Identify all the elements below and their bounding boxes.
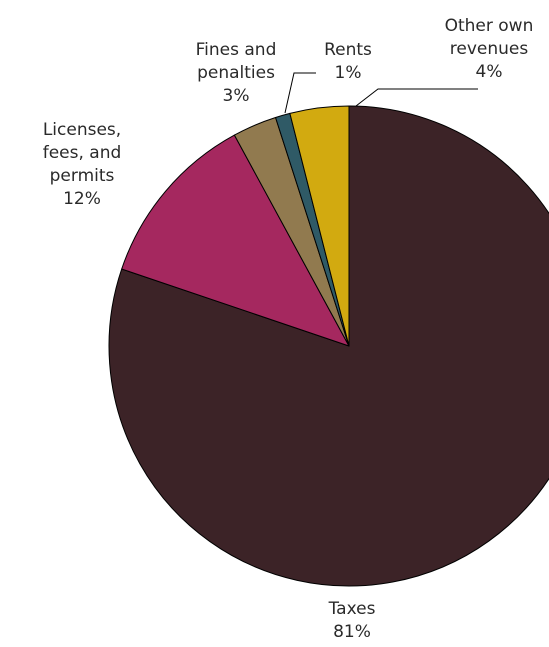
slice-name-label-4: revenues — [450, 39, 529, 59]
leader-line-4 — [355, 88, 478, 107]
pie-slice-1 — [121, 134, 350, 347]
slice-name-label-1: permits — [50, 166, 115, 186]
slice-labels: Taxes 81% Licenses, fees, and permits 12% Fine… — [43, 16, 534, 642]
slice-percent-label-3: 1% — [335, 63, 362, 83]
slice-percent-label-2: 3% — [223, 86, 250, 106]
slice-name-label-3: Rents — [324, 40, 372, 60]
pie-slice-0 — [108, 105, 549, 587]
pie-slices — [108, 105, 549, 587]
slice-name-label-0: Taxes — [328, 599, 376, 619]
slice-name-label-4: Other own — [445, 16, 534, 36]
slice-name-label-2: Fines and — [196, 40, 277, 60]
slice-name-label-2: penalties — [197, 63, 275, 83]
slice-percent-label-0: 81% — [333, 622, 371, 642]
slice-percent-label-1: 12% — [63, 189, 101, 209]
slice-name-label-1: fees, and — [43, 143, 122, 163]
slice-percent-label-4: 4% — [476, 62, 503, 82]
slice-name-label-1: Licenses, — [43, 120, 121, 140]
pie-slice-4 — [289, 105, 350, 347]
leader-lines — [284, 72, 478, 114]
leader-line-3 — [284, 72, 316, 114]
